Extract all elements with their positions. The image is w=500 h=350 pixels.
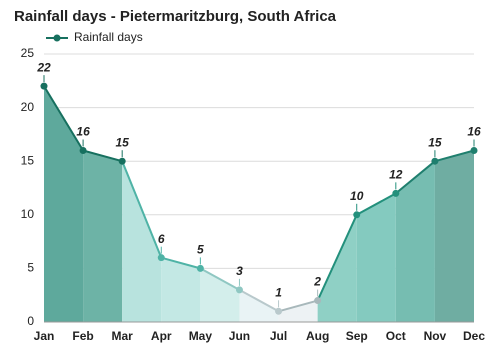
x-tick-label: Dec xyxy=(463,329,485,343)
area-segment xyxy=(239,289,279,322)
area-segment xyxy=(83,150,123,322)
data-label: 15 xyxy=(116,135,130,149)
x-tick-label: Aug xyxy=(306,329,329,343)
x-tick-label: Oct xyxy=(386,329,406,343)
data-label: 12 xyxy=(389,168,403,182)
x-tick-label: May xyxy=(189,329,213,343)
point xyxy=(353,211,361,219)
line-segment xyxy=(238,288,280,313)
point xyxy=(314,297,322,305)
y-tick-label: 25 xyxy=(21,46,35,60)
line-segment xyxy=(395,160,436,195)
chart-title: Rainfall days - Pietermaritzburg, South … xyxy=(14,8,337,25)
legend-marker xyxy=(53,34,61,42)
point xyxy=(235,286,243,294)
point xyxy=(118,157,126,165)
data-label: 15 xyxy=(428,135,442,149)
line-segment xyxy=(161,256,201,270)
point xyxy=(157,254,165,262)
area-segment xyxy=(395,161,435,322)
area-segment xyxy=(317,214,357,322)
data-label: 22 xyxy=(36,60,51,74)
line-segment xyxy=(121,160,163,259)
x-tick-label: Nov xyxy=(424,329,447,343)
x-tick-label: Jul xyxy=(270,329,287,343)
x-tick-label: Jun xyxy=(229,329,250,343)
x-tick-label: Mar xyxy=(112,329,134,343)
data-label: 3 xyxy=(236,264,243,278)
area-segment xyxy=(161,257,201,322)
point xyxy=(275,307,283,315)
x-tick-label: Feb xyxy=(72,329,93,343)
y-tick-label: 0 xyxy=(27,314,34,328)
y-tick-label: 5 xyxy=(27,261,34,275)
y-tick-label: 10 xyxy=(21,207,35,221)
point xyxy=(40,82,48,90)
legend-label: Rainfall days xyxy=(74,30,143,44)
data-label: 5 xyxy=(197,243,204,257)
area-segment xyxy=(434,150,474,322)
point xyxy=(431,157,439,165)
data-label: 16 xyxy=(76,125,90,139)
area-segment xyxy=(278,300,318,322)
x-tick-label: Jan xyxy=(34,329,55,343)
data-label: 6 xyxy=(158,232,165,246)
area-segment xyxy=(200,268,240,322)
point xyxy=(470,146,478,154)
data-label: 16 xyxy=(467,125,481,139)
point xyxy=(392,189,400,197)
line-segment xyxy=(356,192,397,216)
data-label: 10 xyxy=(350,189,364,203)
area-segment xyxy=(44,86,84,322)
area-segment xyxy=(356,193,396,322)
line-segment xyxy=(278,299,318,313)
point xyxy=(79,146,87,154)
point xyxy=(196,264,204,272)
data-label: 2 xyxy=(313,275,321,289)
x-tick-label: Sep xyxy=(346,329,368,343)
line-segment xyxy=(82,149,123,163)
line-segment xyxy=(434,149,475,163)
area-segment xyxy=(122,161,162,322)
y-tick-label: 15 xyxy=(21,153,35,167)
y-tick-label: 20 xyxy=(21,100,35,114)
line-segment xyxy=(316,214,358,301)
line-segment xyxy=(43,85,84,151)
data-label: 1 xyxy=(275,285,282,299)
line-segment xyxy=(199,267,240,291)
x-tick-label: Apr xyxy=(151,329,172,343)
